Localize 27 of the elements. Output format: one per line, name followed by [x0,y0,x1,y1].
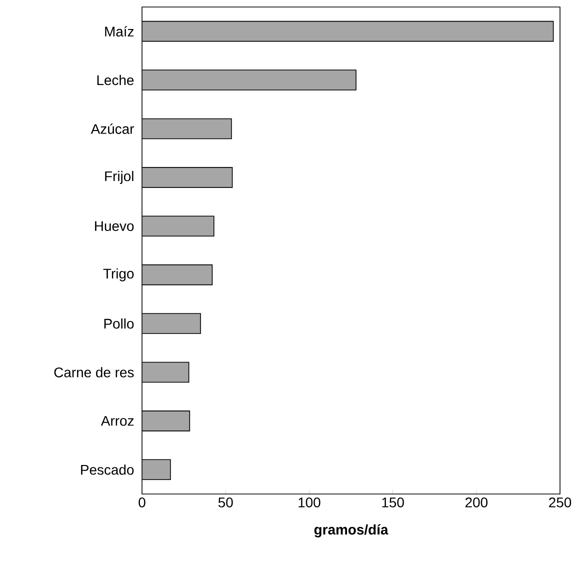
x-tick-label: 200 [465,497,488,508]
bar [142,167,233,188]
y-tick-label: Maíz [105,26,134,37]
y-tick-label: Frijol [105,170,134,184]
bar [142,216,214,237]
bar [142,20,554,42]
x-tick-label: 100 [298,497,320,508]
y-tick-label: Pescado [81,464,134,475]
x-tick-label: 150 [382,497,404,508]
y-tick-label: Leche [97,74,134,86]
x-tick-label: 250 [549,497,572,508]
bar [142,70,356,90]
bar [142,362,190,383]
y-tick-label: Huevo [95,221,134,231]
bar [142,313,201,334]
bar [142,410,190,432]
x-tick-label: 0 [138,497,146,508]
bar [142,118,232,140]
x-tick-label: 50 [218,497,233,508]
y-tick-label: Pollo [104,318,134,329]
y-tick-label: Arroz [100,416,134,426]
y-tick-label: Trigo [103,268,134,282]
y-tick-label: Azúcar [90,124,134,134]
x-axis-title: gramos/día [314,524,388,538]
bar [142,264,213,286]
bar [142,459,171,480]
y-tick-label: Carne de res [54,367,134,378]
